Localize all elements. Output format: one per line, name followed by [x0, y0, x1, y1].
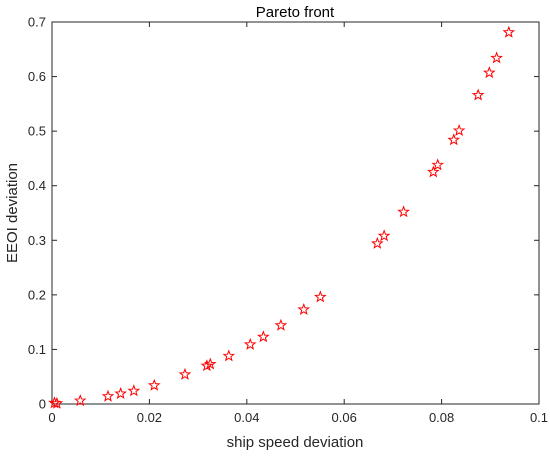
data-point-star: [431, 158, 444, 171]
data-point-star: [114, 387, 127, 399]
plot-frame: [51, 21, 540, 405]
y-tick-label: 0.7: [28, 15, 46, 30]
y-tick-label: 0.2: [28, 287, 46, 302]
data-point-star: [274, 318, 288, 331]
data-point-star: [147, 378, 161, 391]
y-tick-label: 0.5: [28, 124, 46, 139]
x-tick-label: 0.04: [234, 410, 259, 425]
data-point-star: [243, 337, 257, 350]
data-point-star: [471, 88, 485, 101]
data-point-star: [222, 349, 236, 362]
data-point-star: [178, 367, 192, 380]
data-point-star: [447, 133, 461, 146]
data-point-star: [203, 357, 217, 370]
y-tick-label: 0.6: [28, 69, 46, 84]
data-point-star: [427, 165, 440, 178]
y-axis-ticks: 0 0.1 0.2 0.3 0.4 0.5 0.6 0.7: [28, 15, 539, 412]
data-point-star: [101, 389, 115, 402]
data-point-star: [502, 25, 516, 38]
x-axis-ticks: 0 0.02 0.04 0.06 0.08 0.1: [48, 22, 548, 425]
data-point-star: [314, 290, 327, 303]
chart-title: Pareto front: [256, 4, 335, 21]
data-point-star: [371, 236, 384, 249]
x-tick-label: 0.08: [429, 410, 454, 425]
data-point-star: [73, 394, 87, 407]
data-point-star: [50, 396, 64, 409]
x-tick-label: 0.02: [137, 410, 162, 425]
y-tick-label: 0.3: [28, 233, 46, 248]
data-point-star: [127, 384, 141, 397]
data-point-star: [483, 66, 496, 79]
y-tick-label: 0.1: [28, 342, 46, 357]
data-point-star: [397, 205, 410, 218]
y-axis-title: EEOI deviation: [4, 163, 21, 263]
data-point-star: [377, 229, 391, 242]
data-point-star: [257, 330, 270, 343]
data-point-star: [490, 51, 503, 64]
x-tick-label: 0: [48, 410, 55, 425]
data-point-star: [452, 123, 466, 136]
x-tick-label: 0.1: [530, 410, 548, 425]
data-points: [48, 25, 516, 409]
y-tick-label: 0: [39, 397, 46, 412]
data-point-star: [297, 302, 311, 315]
x-axis-title: ship speed deviation: [227, 434, 364, 451]
y-tick-label: 0.4: [28, 178, 46, 193]
x-tick-label: 0.06: [332, 410, 357, 425]
